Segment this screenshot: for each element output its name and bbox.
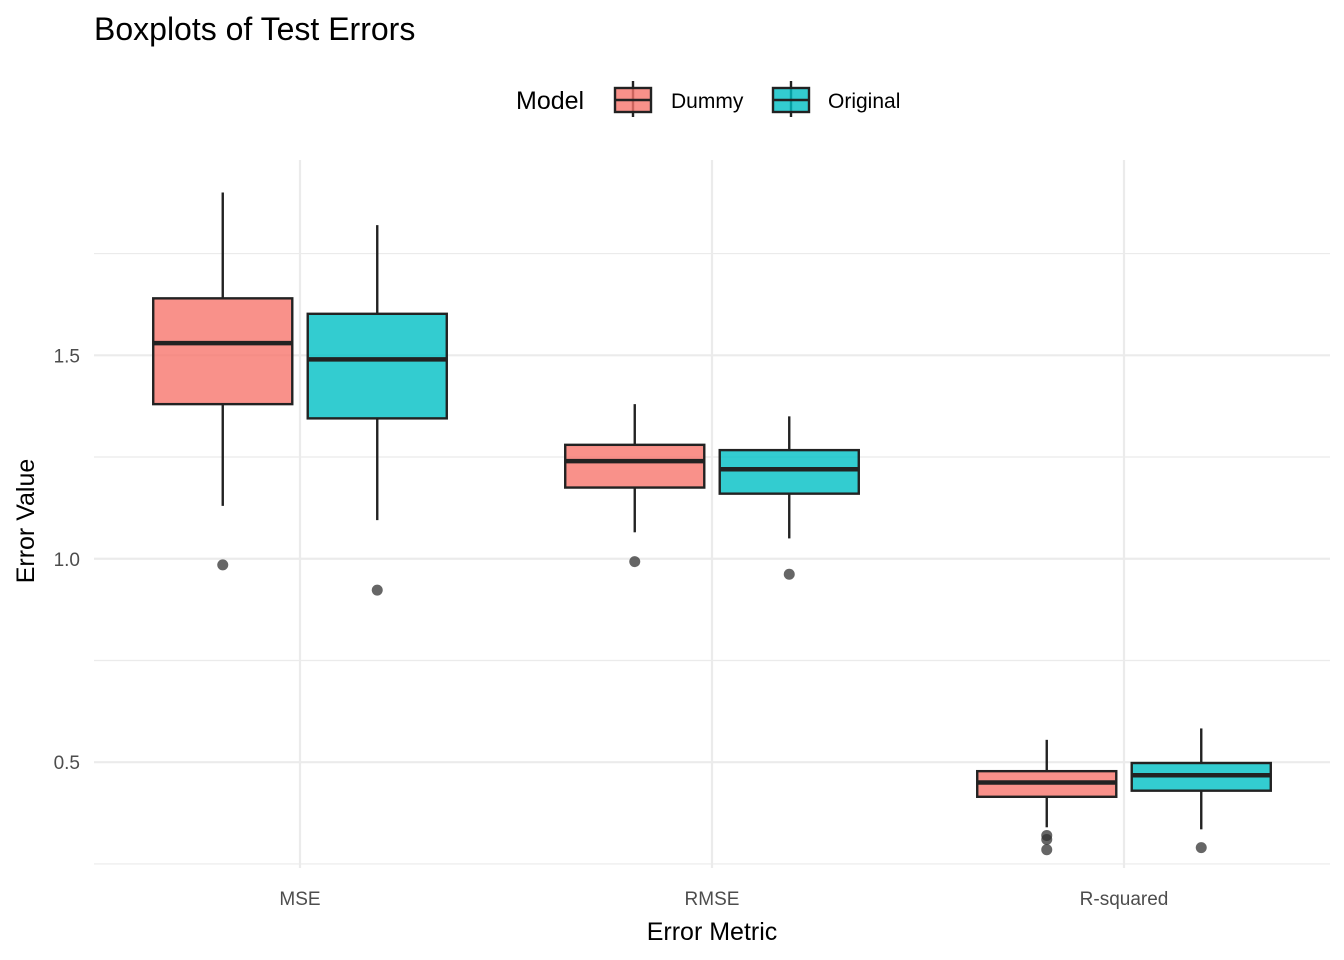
outlier-point	[1041, 834, 1053, 846]
box-body	[564, 443, 706, 489]
legend-keys: Dummy Original	[613, 81, 900, 117]
box-original-rmse	[718, 416, 860, 580]
legend-title: Model	[516, 87, 584, 115]
x-tick-label: RMSE	[685, 889, 740, 910]
legend-label: Dummy	[671, 90, 744, 113]
legend: Model Dummy Original	[516, 81, 900, 117]
legend-label: Original	[828, 90, 900, 113]
x-tick-label: MSE	[279, 889, 320, 910]
outlier-point	[1195, 842, 1207, 854]
outlier-point	[371, 584, 383, 596]
box-original-mse	[306, 225, 448, 596]
legend-item-original: Original	[771, 81, 900, 117]
y-tick-label: 1.5	[54, 346, 80, 367]
box-dummy-rmse	[564, 404, 706, 568]
y-tick-label: 0.5	[54, 753, 80, 774]
box-body	[306, 312, 448, 420]
box-dummy-mse	[152, 192, 294, 571]
plot-panel	[94, 160, 1330, 868]
box-body	[718, 448, 860, 495]
y-tick-label: 1.0	[54, 550, 80, 571]
x-axis-ticks: MSE RMSE R-squared	[279, 889, 1168, 910]
legend-item-dummy: Dummy	[613, 81, 744, 117]
chart-title: Boxplots of Test Errors	[94, 11, 415, 47]
box-original-r-squared	[1130, 728, 1272, 854]
outlier-point	[1041, 844, 1053, 856]
x-axis-title: Error Metric	[647, 918, 778, 946]
outlier-point	[629, 556, 641, 568]
box-body	[152, 297, 294, 406]
outlier-point	[783, 568, 795, 580]
box-dummy-r-squared	[976, 739, 1118, 856]
y-axis-ticks: 0.5 1.0 1.5	[54, 346, 80, 774]
outlier-point	[217, 559, 229, 571]
x-tick-label: R-squared	[1080, 889, 1169, 910]
y-axis-title: Error Value	[12, 459, 40, 584]
